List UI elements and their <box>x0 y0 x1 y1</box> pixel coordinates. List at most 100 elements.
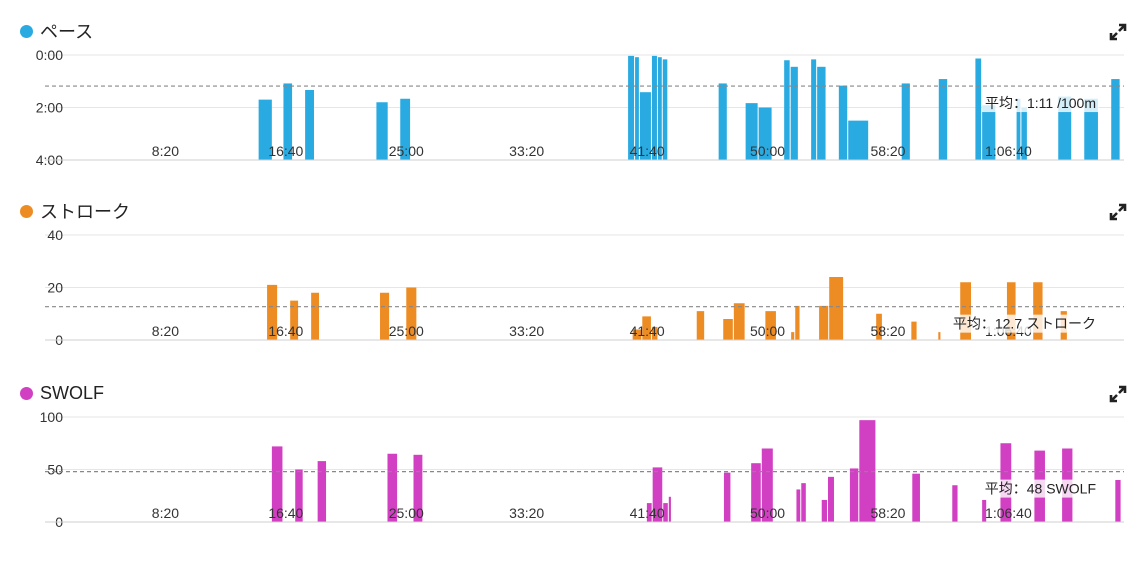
pace-title: ペース <box>20 18 93 44</box>
x-tick-label: 1:06:40 <box>985 505 1032 521</box>
bar[interactable] <box>1115 480 1121 522</box>
stroke-title-text: ストローク <box>40 202 130 222</box>
average-label-bg <box>949 314 1099 333</box>
bar[interactable] <box>376 102 388 160</box>
bar[interactable] <box>758 107 772 161</box>
bar[interactable] <box>801 483 806 522</box>
bar[interactable] <box>639 92 651 160</box>
bar[interactable] <box>317 461 327 522</box>
x-tick-label: 33:20 <box>509 143 544 159</box>
bar[interactable] <box>1006 282 1016 340</box>
bar[interactable] <box>628 55 635 160</box>
bar[interactable] <box>1111 79 1120 160</box>
y-tick-label: 100 <box>40 409 64 425</box>
bar[interactable] <box>811 59 817 160</box>
bar[interactable] <box>651 55 657 160</box>
bar[interactable] <box>646 503 652 522</box>
bar[interactable] <box>821 499 827 522</box>
x-tick-label: 25:00 <box>389 505 424 521</box>
bar[interactable] <box>817 66 826 160</box>
bar[interactable] <box>311 292 320 340</box>
bar[interactable] <box>848 120 869 160</box>
expand-icon[interactable] <box>1108 22 1128 42</box>
stroke-title: ストローク <box>20 198 130 224</box>
expand-icon[interactable] <box>1108 202 1128 222</box>
bar[interactable] <box>901 83 910 160</box>
bar[interactable] <box>952 485 958 522</box>
bar[interactable] <box>696 311 705 340</box>
bar[interactable] <box>406 287 417 341</box>
bar[interactable] <box>258 99 272 160</box>
bar[interactable] <box>1084 98 1098 160</box>
bar[interactable] <box>849 468 859 522</box>
bar[interactable] <box>876 313 882 340</box>
bar[interactable] <box>819 305 829 340</box>
bar[interactable] <box>723 319 733 340</box>
bar[interactable] <box>413 454 423 522</box>
bar[interactable] <box>387 453 398 522</box>
bar[interactable] <box>784 60 790 160</box>
bar[interactable] <box>938 332 941 340</box>
bar[interactable] <box>1016 98 1021 160</box>
pace-chart: 0:002:004:008:20 16:40 25:00 33:20 41:40 50:0… <box>36 47 1124 168</box>
bar[interactable] <box>827 476 834 522</box>
bar[interactable] <box>975 58 982 161</box>
bar[interactable] <box>380 292 390 340</box>
bar[interactable] <box>663 503 668 522</box>
bar[interactable] <box>1058 96 1072 160</box>
bar[interactable] <box>305 90 314 160</box>
x-tick-label: 8:20 <box>152 505 179 521</box>
bar[interactable] <box>662 59 668 160</box>
bar[interactable] <box>761 448 773 523</box>
x-tick-label: 50:00 <box>750 143 785 159</box>
average-label-text: 平均：12.7 ストローク <box>953 316 1096 332</box>
bar[interactable] <box>267 284 278 340</box>
x-tick-label: 50:00 <box>750 323 785 339</box>
y-tick-label: 20 <box>47 280 63 296</box>
x-tick-label: 33:20 <box>509 323 544 339</box>
expand-icon[interactable] <box>1108 384 1128 404</box>
bar[interactable] <box>938 79 948 160</box>
bar[interactable] <box>668 496 671 522</box>
y-tick-label: 2:00 <box>36 100 63 116</box>
bar[interactable] <box>911 321 917 340</box>
bar[interactable] <box>982 499 987 522</box>
bar[interactable] <box>791 332 795 340</box>
x-tick-label: 58:20 <box>870 323 905 339</box>
bar[interactable] <box>290 300 299 340</box>
stroke-panel: ストローク 40 20 0 8:20 16:40 25:00 33:20 41:40 50:00… <box>0 198 1137 350</box>
x-tick-label: 25:00 <box>389 143 424 159</box>
bar[interactable] <box>765 311 776 340</box>
bar[interactable] <box>283 83 293 160</box>
bar[interactable] <box>632 329 642 341</box>
x-tick-label: 16:40 <box>268 323 303 339</box>
bar[interactable] <box>960 282 972 340</box>
bar[interactable] <box>829 277 844 340</box>
bar[interactable] <box>271 446 283 522</box>
swolf-title-text: SWOLF <box>40 382 105 403</box>
bar[interactable] <box>745 103 758 160</box>
average-label-text: 平均：48 SWOLF <box>985 481 1096 497</box>
bar[interactable] <box>751 463 761 522</box>
bar[interactable] <box>718 83 727 160</box>
bar[interactable] <box>795 305 800 340</box>
bar[interactable] <box>796 489 801 522</box>
average-label: 平均：48 SWOLF <box>981 479 1099 498</box>
bar[interactable] <box>652 467 663 522</box>
bar[interactable] <box>838 85 848 160</box>
bar[interactable] <box>295 469 303 523</box>
bar[interactable] <box>733 303 745 340</box>
y-tick-label: 50 <box>47 462 63 478</box>
bar[interactable] <box>657 57 662 160</box>
bar[interactable] <box>912 473 920 522</box>
bar[interactable] <box>790 66 798 160</box>
bar[interactable] <box>982 105 996 160</box>
bar[interactable] <box>723 472 731 522</box>
bar[interactable] <box>642 316 651 340</box>
bar[interactable] <box>1033 282 1043 340</box>
bar[interactable] <box>635 57 639 160</box>
bar[interactable] <box>651 326 658 340</box>
bar[interactable] <box>400 98 411 160</box>
bar[interactable] <box>1021 107 1027 161</box>
